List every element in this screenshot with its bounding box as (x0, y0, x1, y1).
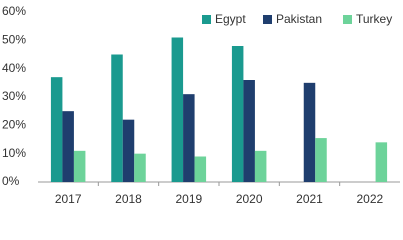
x-tick-label: 2020 (236, 192, 263, 206)
bar (171, 37, 184, 182)
bar (194, 156, 207, 182)
x-tick-label: 2022 (356, 192, 383, 206)
bar (303, 82, 316, 182)
bar (134, 153, 146, 182)
y-tick-label: 10% (2, 146, 26, 160)
legend-swatch (343, 15, 352, 24)
bar (62, 111, 74, 182)
y-tick-label: 20% (2, 118, 26, 132)
y-tick-label: 40% (2, 61, 26, 75)
bar (315, 138, 327, 182)
y-tick-label: 30% (2, 89, 26, 103)
legend-label: Egypt (215, 12, 246, 26)
bar (111, 54, 123, 182)
legend-label: Turkey (356, 12, 392, 26)
legend-swatch (263, 15, 272, 24)
y-tick-label: 50% (2, 33, 26, 47)
legend-label: Pakistan (276, 12, 322, 26)
bar (122, 119, 135, 182)
bar (73, 150, 86, 182)
legend-swatch (202, 15, 211, 24)
y-tick-label: 0% (2, 174, 20, 188)
x-tick-label: 2018 (115, 192, 142, 206)
bar (50, 77, 63, 182)
chart: 0% 10% 20% 30% 40% 50% 60% 2017 2018 2019 2020 2021… (2, 4, 400, 206)
x-tick-label: 2017 (55, 192, 82, 206)
bar (183, 94, 195, 182)
x-tick-label: 2019 (175, 192, 202, 206)
bar (375, 142, 388, 182)
bar (254, 150, 267, 182)
x-tick-label: 2021 (296, 192, 323, 206)
bar (243, 80, 255, 182)
y-tick-label: 60% (2, 4, 26, 18)
bar (231, 46, 244, 182)
